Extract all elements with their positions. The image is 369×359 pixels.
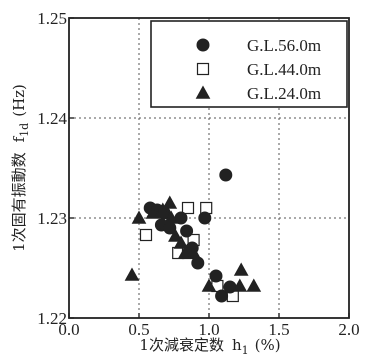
y-tick-label: 1.25 <box>37 9 67 28</box>
legend-label: G.L.24.0m <box>247 84 321 103</box>
y-axis-label: 1次固有振動数 <box>10 152 28 252</box>
x-tick-label: 0.0 <box>58 320 79 339</box>
triangle-point <box>186 245 201 259</box>
y-axis-unit: (Hz) <box>10 84 28 117</box>
legend-circle-icon <box>196 38 210 52</box>
triangle-point <box>246 278 262 292</box>
legend-label: G.L.44.0m <box>247 60 321 79</box>
legend-label: G.L.56.0m <box>247 36 321 55</box>
circle-point <box>219 168 233 182</box>
y-axis-subscript: 1d <box>18 123 31 137</box>
data-marks <box>124 168 262 303</box>
circle-point <box>209 269 223 283</box>
legend-box <box>150 20 348 108</box>
plot-frame <box>68 17 350 319</box>
tick-labels: 0.0 0.5 1.0 1.5 2.0 1.22 1.23 1.24 1.25 <box>37 9 359 339</box>
axis-titles: 1次減衰定数 h1 (%) 1次固有振動数 f1d (Hz) <box>10 84 281 357</box>
legend-square-icon <box>196 62 210 76</box>
triangle-point <box>201 278 217 292</box>
legend: G.L.56.0m G.L.44.0m G.L.24.0m <box>150 20 348 108</box>
circle-point <box>198 211 212 225</box>
circle-point <box>215 289 229 303</box>
x-axis-symbol: h <box>232 336 242 354</box>
x-tick-label: 1.5 <box>268 320 289 339</box>
y-tick-label: 1.23 <box>37 209 67 228</box>
triangle-point <box>162 195 178 209</box>
x-axis-subscript: 1 <box>242 344 249 357</box>
circle-point <box>180 224 194 238</box>
y-tick-label: 1.22 <box>37 309 67 328</box>
triangle-point <box>163 210 179 224</box>
triangle-point <box>131 210 147 224</box>
x-tick-label: 0.5 <box>128 320 149 339</box>
y-tick-label: 1.24 <box>37 109 67 128</box>
y-axis-title: 1次固有振動数 f1d (Hz) <box>10 84 31 252</box>
x-tick-label: 2.0 <box>338 320 359 339</box>
triangle-point <box>168 228 183 242</box>
triangle-point <box>232 278 248 292</box>
x-tick-label: 1.0 <box>198 320 219 339</box>
triangle-point <box>173 235 189 249</box>
triangle-point <box>233 262 249 276</box>
circle-point <box>191 256 205 270</box>
square-point <box>181 201 195 215</box>
x-axis-label: 1次減衰定数 <box>139 336 224 354</box>
triangle-point <box>124 267 140 281</box>
x-axis-unit: (%) <box>255 336 281 354</box>
square-point <box>139 228 153 242</box>
triangle-point <box>155 202 171 216</box>
legend-triangle-icon <box>195 85 211 99</box>
y-axis-symbol: f <box>10 135 28 142</box>
x-axis-title: 1次減衰定数 h1 (%) <box>139 336 280 357</box>
